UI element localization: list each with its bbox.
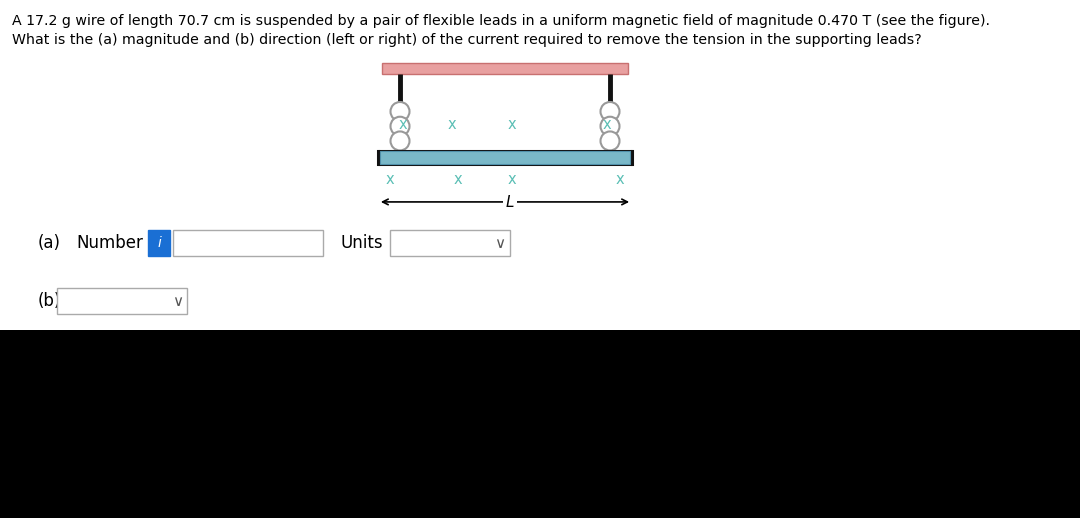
Text: x: x [616,172,624,188]
Bar [0,0,1080,330]
Bar [148,230,170,256]
Text: x: x [386,172,394,188]
Bar [57,288,187,314]
Text: What is the (a) magnitude and (b) direction (left or right) of the current requi: What is the (a) magnitude and (b) direct… [12,33,921,47]
Text: Units: Units [340,234,382,252]
Text: x: x [454,172,462,188]
Text: x: x [603,117,611,132]
Circle shape [600,102,620,121]
Circle shape [600,117,620,136]
Text: x: x [448,117,457,132]
Bar [0,330,1080,518]
Text: x: x [508,172,516,188]
Bar [390,230,510,256]
Bar [382,63,627,74]
Text: Number: Number [76,234,143,252]
Text: x: x [399,117,407,132]
Text: ∨: ∨ [495,237,505,252]
Text: A 17.2 g wire of length 70.7 cm is suspended by a pair of flexible leads in a un: A 17.2 g wire of length 70.7 cm is suspe… [12,14,990,28]
Text: i: i [157,236,161,250]
Bar [173,230,323,256]
Circle shape [391,117,409,136]
Text: x: x [508,117,516,132]
Text: (b): (b) [38,292,62,310]
Bar [380,151,630,164]
Text: (a): (a) [38,234,60,252]
Text: $L$: $L$ [505,194,515,210]
Circle shape [600,132,620,150]
Circle shape [391,132,409,150]
Circle shape [391,102,409,121]
Text: ∨: ∨ [173,295,184,309]
